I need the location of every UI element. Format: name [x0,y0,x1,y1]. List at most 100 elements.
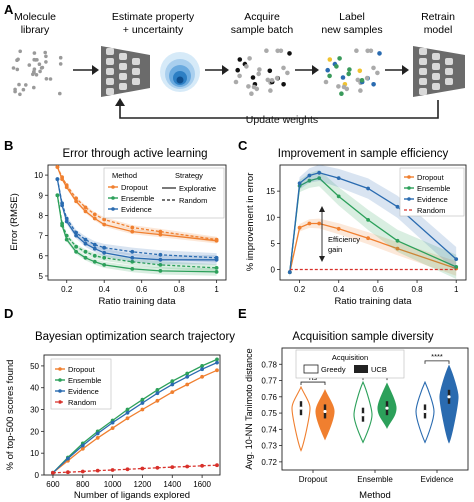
molecule-dot [323,79,329,85]
data-point-ensemble [214,266,219,270]
molecule-dot [15,67,20,72]
molecule-dot [287,51,292,56]
network-node [445,78,453,85]
data-point-ensemble [55,193,60,198]
x-tick-label: Evidence [421,475,454,484]
molecule-dot [257,67,262,72]
data-point-dropout [80,446,85,451]
chart-d-plot: 600 800 1000 1200 1400 1600 0 10 20 30 40 50 [30,357,219,489]
chart-e-title: Acquisition sample diversity [292,331,434,343]
data-point-evidence [74,233,78,238]
data-point-dropout [92,212,97,217]
legend-d-dropout: Dropout [68,365,96,374]
molecule-dot [233,79,239,85]
data-point-evidence [74,230,78,235]
feedback-arrow [115,98,439,119]
legend-d-random: Random [68,398,96,407]
data-point-evidence [110,420,115,425]
data-point-ensemble [74,244,78,249]
data-point-evidence [336,176,341,181]
chart-e-xlabel: Method [359,490,391,501]
step-label-label-2: new samples [321,24,382,36]
data-point-ensemble [64,233,69,238]
step-label-label-1: Label [339,11,365,23]
x-tick-label: Ensemble [357,475,393,484]
data-point-ensemble [317,176,322,181]
data-point-evidence [130,249,135,254]
chart-c-frame [279,164,467,281]
y-tick-label: 50 [30,362,39,371]
x-tick-label: 800 [76,480,90,489]
chart-d-xlabel: Number of ligands explored [74,490,190,501]
molecule-dot [359,78,365,83]
data-point-dropout [336,226,341,231]
data-point-evidence [395,204,400,209]
significance-label: **** [431,352,443,361]
data-point-evidence [317,170,322,175]
data-point-ensemble [307,178,312,183]
data-point-random [80,469,85,474]
molecule-dot [347,67,352,72]
molecule-dot [327,57,333,62]
molecule-dot [371,82,376,87]
data-point-evidence [155,391,160,396]
efficiency-gain-annotation: Efficiency gain [319,206,360,262]
arrow-3 [295,65,319,75]
molecule-dot [247,56,252,61]
molecule-dot [246,84,251,89]
x-tick-label: 0.6 [136,285,148,294]
chart-d-title: Bayesian optimization search trajectory [35,331,235,343]
step-label-retrain-1: Retrain [421,11,455,23]
data-point-dropout [200,374,205,379]
data-point-ensemble [214,270,219,274]
data-point-random [140,466,145,471]
molecule-dot [13,89,17,94]
data-point-evidence [80,443,85,448]
data-point-ensemble [60,221,64,226]
data-point-evidence [55,177,60,182]
data-point-random [95,468,100,473]
panel-e: E Acquisition sample diversity 0.72 0.73 0… [238,306,469,501]
x-tick-label: 0.2 [294,285,306,294]
molecule-dot [274,75,280,81]
data-point-dropout [92,216,97,221]
chart-c-xlabel: Ratio training data [334,296,412,307]
network-node [119,63,127,70]
data-point-evidence [83,241,88,246]
data-point-dropout [155,398,160,403]
data-point-evidence [185,374,190,379]
data-point-ensemble [336,194,341,199]
significance-bracket [300,381,326,386]
y-tick-label: 0 [35,471,40,480]
chart-b-frame [47,164,227,281]
data-point-evidence [66,456,70,461]
y-tick-label: 0.78 [261,360,277,369]
chart-e-plot: 0.720.730.740.750.760.770.78DropoutnsEns… [261,352,459,484]
data-point-ensemble [158,269,163,273]
chart-b-ylabel: Error (RMSE) [9,193,20,251]
series-line-evidence [289,172,457,273]
efficiency-gain-label-2: gain [328,245,342,254]
data-point-ensemble [200,364,205,368]
molecule-dot [371,65,376,71]
molecule-dot [16,57,20,62]
molecule-dot [264,48,269,53]
molecule-dot [34,73,39,77]
series-band-ensemble [289,169,457,279]
violin-median-ensemble-greedy [361,413,365,417]
molecule-dot [235,67,240,73]
data-point-dropout [170,390,175,394]
x-tick-label: 1400 [163,480,181,489]
data-point-evidence [287,270,292,275]
network-node [445,68,453,75]
x-tick-label: 1200 [134,480,152,489]
data-point-evidence [200,367,205,372]
data-point-dropout [317,221,322,226]
molecule-dot [21,87,26,92]
molecule-dot [24,83,28,87]
chart-c-title: Improvement in sample efficiency [278,148,449,160]
molecule-dots [11,49,63,97]
panel-d: D Bayesian optimization search trajector… [4,306,235,501]
network-node [132,78,140,85]
molecule-dot [256,71,262,77]
